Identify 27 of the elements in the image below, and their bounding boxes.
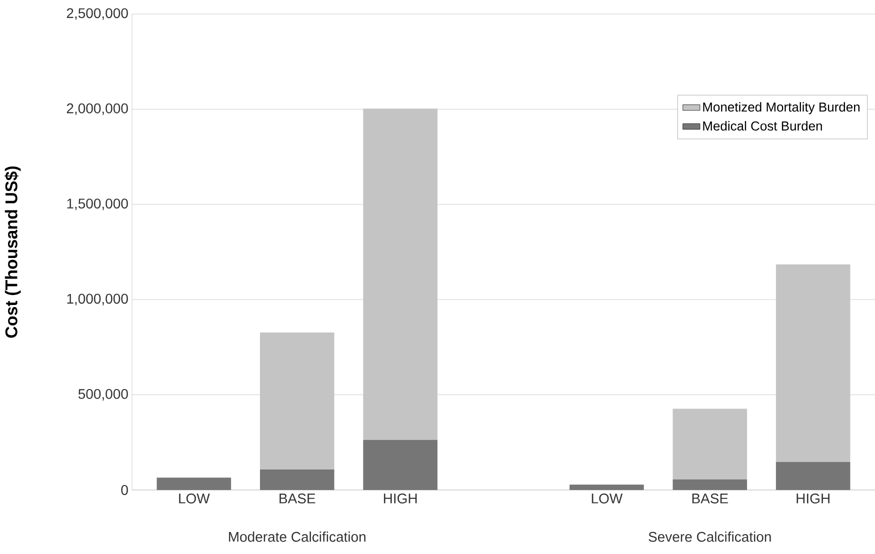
y-tick-label: 2,000,000 [66, 103, 128, 115]
legend-label: Medical Cost Burden [703, 121, 822, 131]
x-tick-label: HIGH [796, 494, 830, 504]
y-tick-label: 2,500,000 [66, 8, 128, 20]
y-tick-label: 500,000 [78, 389, 128, 401]
bar [156, 478, 232, 490]
y-tick-label: 1,500,000 [67, 198, 128, 210]
bar [672, 479, 748, 490]
x-tick-label: BASE [692, 494, 728, 504]
bar [776, 462, 850, 490]
x-tick-label: LOW [592, 494, 623, 504]
bar [776, 264, 850, 462]
bar [260, 469, 334, 490]
bar [570, 484, 644, 490]
legend-label: Monetized Mortality Burden [703, 102, 860, 114]
bar [363, 440, 438, 490]
y-tick-label: 0 [121, 485, 128, 495]
y-tick-label: 1,000,000 [67, 294, 128, 306]
text: Severe Calcification [648, 532, 771, 542]
text: Moderate Calcification [229, 532, 366, 542]
x-tick-label: LOW [179, 494, 210, 504]
x-tick-label: HIGH [384, 494, 417, 504]
bar [363, 108, 438, 440]
bar [260, 332, 334, 470]
bar [672, 408, 748, 480]
y-axis-title: Cost (Thousand US$) [4, 166, 21, 338]
x-tick-label: BASE [280, 494, 316, 504]
